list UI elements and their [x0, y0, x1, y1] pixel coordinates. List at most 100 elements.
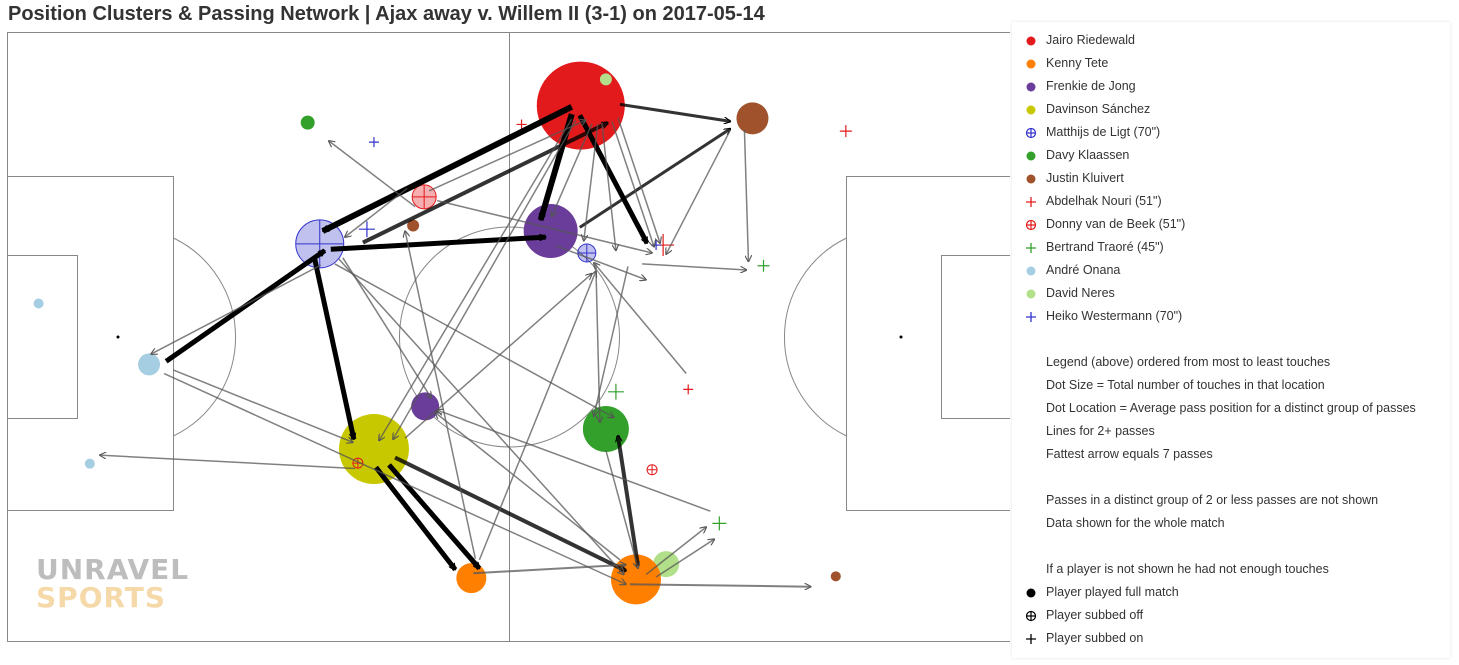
legend-item-frenkie-de-jong-marker — [1026, 82, 1036, 92]
pass-arrow — [312, 258, 354, 439]
legend-label: Justin Kluivert — [1046, 171, 1124, 185]
legend-label: Matthijs de Ligt (70") — [1046, 125, 1161, 139]
pass-arrow — [435, 413, 621, 561]
cluster-ring-cross — [647, 464, 658, 475]
legend-item-andr-onana-marker — [1026, 266, 1036, 276]
cluster-abdelhak-nouri — [516, 119, 527, 130]
legend-key-ring[interactable]: Player subbed off — [1012, 605, 1450, 628]
legend-item-heiko-westermann[interactable]: Heiko Westermann (70") — [1012, 306, 1450, 329]
legend-item-davinson-s-nchez-marker — [1026, 105, 1036, 115]
cluster-justin-kluivert — [830, 571, 841, 582]
cluster-abdelhak-nouri — [839, 125, 852, 138]
right-penalty-spot — [899, 335, 903, 339]
legend-note: If a player is not shown he had not enou… — [1046, 562, 1329, 576]
pass-arrow — [428, 120, 586, 192]
cluster-plus — [757, 259, 770, 272]
cluster-justin-kluivert — [407, 219, 420, 232]
pass-arrow — [342, 257, 431, 398]
legend-note: Passes in a distinct group of 2 or less … — [1046, 493, 1379, 507]
cluster-frenkie-de-jong — [523, 204, 578, 259]
legend-item-donny-van-de-beek[interactable]: Donny van de Beek (51") — [1012, 214, 1450, 237]
left-six-yard-box — [7, 255, 78, 419]
legend-label: Bertrand Traoré (45") — [1046, 240, 1164, 254]
legend-item-kenny-tete[interactable]: Kenny Tete — [1012, 53, 1450, 76]
pass-arrow — [584, 123, 599, 241]
pass-arrow — [645, 527, 706, 576]
pass-arrow — [594, 263, 687, 375]
cluster-plus — [607, 383, 624, 400]
legend-label: David Neres — [1046, 286, 1115, 300]
cluster-abdelhak-nouri — [683, 384, 694, 395]
legend-key-dot[interactable]: Player played full match — [1012, 582, 1450, 605]
pass-arrow — [555, 244, 646, 280]
pass-arrow — [619, 102, 730, 121]
cluster-plus — [683, 384, 694, 395]
cluster-dot — [138, 353, 161, 376]
legend-key-plus[interactable]: Player subbed on — [1012, 628, 1450, 651]
logo-line-1: UNRAVEL — [36, 553, 190, 586]
legend-note: Dot Size = Total number of touches in th… — [1046, 378, 1325, 392]
cluster-justin-kluivert — [736, 102, 769, 135]
pass-arrow — [379, 118, 573, 441]
pass-arrow — [552, 123, 593, 217]
pass-arrow — [338, 258, 624, 574]
legend-key-plus-marker — [1026, 634, 1036, 644]
cluster-bertrand-traor — [712, 516, 727, 531]
legend-label: Heiko Westermann (70") — [1046, 309, 1183, 323]
cluster-andr-onana — [84, 458, 95, 469]
pass-arrow — [329, 141, 416, 208]
pass-arrow — [537, 113, 575, 220]
pitch-canvas — [7, 32, 1010, 642]
pass-arrow — [394, 455, 626, 573]
legend-item-kenny-tete-marker — [1026, 59, 1036, 69]
pass-arrow — [473, 565, 626, 575]
pass-arrow — [323, 104, 574, 234]
legend-note: Lines for 2+ passes — [1046, 424, 1155, 438]
legend-item-davinson-s-nchez[interactable]: Davinson Sánchez — [1012, 99, 1450, 122]
cluster-ring-cross — [295, 219, 344, 268]
legend-item-donny-van-de-beek-marker — [1025, 219, 1037, 231]
pass-arrow — [478, 271, 595, 561]
legend-item-abdelhak-nouri-marker — [1026, 197, 1036, 207]
cluster-dot — [736, 102, 769, 135]
pass-arrow — [605, 450, 638, 568]
right-penalty-box — [846, 176, 1010, 511]
legend-item-abdelhak-nouri[interactable]: Abdelhak Nouri (51") — [1012, 191, 1450, 214]
logo-line-2: SPORTS — [36, 581, 167, 614]
legend-item-jairo-riedewald-marker — [1026, 36, 1036, 46]
legend-note: Legend (above) ordered from most to leas… — [1046, 355, 1331, 369]
chart-legend: Jairo Riedewald Kenny Tete Frenkie de Jong… — [1012, 22, 1450, 658]
legend-item-justin-kluivert[interactable]: Justin Kluivert — [1012, 168, 1450, 191]
legend-item-frenkie-de-jong[interactable]: Frenkie de Jong — [1012, 76, 1450, 99]
cluster-plus — [358, 221, 375, 238]
cluster-donny-van-de-beek — [646, 464, 658, 476]
legend-item-david-neres[interactable]: David Neres — [1012, 283, 1450, 306]
cluster-plus — [516, 119, 527, 130]
legend-item-matthijs-de-ligt[interactable]: Matthijs de Ligt (70") — [1012, 122, 1450, 145]
legend-label: Abdelhak Nouri (51") — [1046, 194, 1162, 208]
pass-arrow — [594, 266, 629, 416]
legend-item-andr-onana[interactable]: André Onana — [1012, 260, 1450, 283]
legend-item-bertrand-traor-marker — [1026, 243, 1036, 253]
cluster-dot — [300, 115, 315, 130]
legend-item-jairo-riedewald[interactable]: Jairo Riedewald — [1012, 30, 1450, 53]
legend-item-bertrand-traor[interactable]: Bertrand Traoré (45") — [1012, 237, 1450, 260]
legend-label: Davinson Sánchez — [1046, 102, 1151, 116]
pass-arrows — [100, 102, 811, 586]
cluster-matthijs-de-ligt — [295, 219, 345, 269]
pass-arrow — [437, 199, 652, 253]
legend-label: André Onana — [1046, 263, 1121, 277]
legend-label: Player played full match — [1046, 585, 1179, 599]
cluster-heiko-westermann — [368, 137, 379, 148]
cluster-heiko-westermann — [358, 221, 375, 238]
cluster-david-neres — [653, 551, 680, 578]
legend-item-davy-klaassen[interactable]: Davy Klaassen — [1012, 145, 1450, 168]
cluster-dot — [411, 392, 440, 421]
cluster-andr-onana — [33, 298, 44, 309]
pass-arrow — [437, 410, 711, 512]
pitch-boundary — [7, 32, 1010, 642]
right-six-yard-box — [941, 255, 1010, 419]
pass-arrow — [164, 248, 325, 364]
cluster-dot — [84, 458, 95, 469]
cluster-andr-onana — [138, 353, 161, 376]
